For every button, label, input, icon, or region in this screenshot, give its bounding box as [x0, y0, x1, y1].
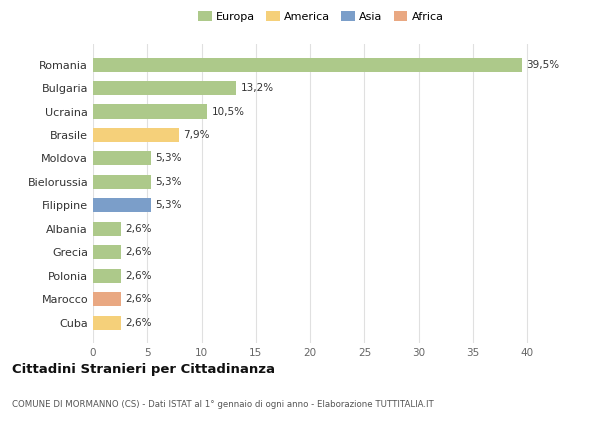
Text: COMUNE DI MORMANNO (CS) - Dati ISTAT al 1° gennaio di ogni anno - Elaborazione T: COMUNE DI MORMANNO (CS) - Dati ISTAT al …	[12, 400, 434, 409]
Bar	[93, 315, 121, 330]
Bar	[93, 292, 121, 306]
Text: 39,5%: 39,5%	[526, 60, 559, 70]
Bar	[93, 128, 179, 142]
Bar	[93, 198, 151, 213]
Bar	[93, 58, 522, 72]
Bar	[93, 104, 207, 118]
Text: 5,3%: 5,3%	[155, 177, 181, 187]
Text: 2,6%: 2,6%	[125, 318, 152, 327]
Text: 5,3%: 5,3%	[155, 154, 181, 163]
Text: 10,5%: 10,5%	[211, 106, 244, 117]
Bar	[93, 151, 151, 165]
Text: Cittadini Stranieri per Cittadinanza: Cittadini Stranieri per Cittadinanza	[12, 363, 275, 376]
Legend: Europa, America, Asia, Africa: Europa, America, Asia, Africa	[194, 7, 448, 26]
Text: 2,6%: 2,6%	[125, 294, 152, 304]
Bar	[93, 81, 236, 95]
Text: 13,2%: 13,2%	[241, 83, 274, 93]
Bar	[93, 269, 121, 283]
Bar	[93, 245, 121, 259]
Text: 7,9%: 7,9%	[183, 130, 209, 140]
Bar	[93, 175, 151, 189]
Text: 5,3%: 5,3%	[155, 200, 181, 210]
Text: 2,6%: 2,6%	[125, 271, 152, 281]
Text: 2,6%: 2,6%	[125, 224, 152, 234]
Text: 2,6%: 2,6%	[125, 247, 152, 257]
Bar	[93, 222, 121, 236]
